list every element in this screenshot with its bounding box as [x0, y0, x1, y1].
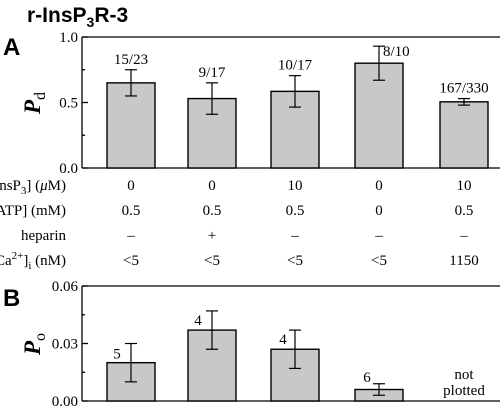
condition-row-label: [InsP3] (μM) [0, 178, 66, 197]
condition-value: 1150 [449, 253, 478, 269]
panel-a-y-axis-label: Pd [20, 92, 49, 115]
condition-value: 0.5 [286, 203, 305, 219]
condition-value: <5 [123, 253, 139, 269]
conditions-table: [InsP3] (μM) [ATP] (mM) heparin [Ca2+]i (nM… [0, 178, 479, 272]
not-plotted-line-1: not [454, 367, 474, 383]
panel-label-a: A [3, 34, 20, 61]
figure-title: r-InsP3R-3 [27, 4, 128, 30]
bar-count-label: 4 [194, 313, 202, 329]
condition-value: <5 [371, 253, 387, 269]
bar-count-label: 6 [363, 370, 371, 386]
condition-value: – [290, 228, 299, 244]
y-tick-label: 0.5 [59, 96, 78, 112]
bar-count-label: 4 [279, 332, 287, 348]
y-tick-label: 0.03 [52, 337, 78, 353]
y-tick-label: 0.00 [52, 394, 78, 407]
condition-value: – [126, 228, 135, 244]
condition-value: 0.5 [203, 203, 222, 219]
not-plotted-line-2: plotted [443, 383, 485, 399]
condition-value: 10 [288, 178, 303, 194]
y-axis-label: Pd [20, 92, 49, 115]
y-axis-label: Po [20, 333, 49, 356]
condition-value: <5 [204, 253, 220, 269]
condition-value: 0 [375, 203, 383, 219]
bar-count-label: 10/17 [278, 58, 313, 74]
panel-label-b: B [3, 285, 20, 312]
condition-value: 0.5 [122, 203, 141, 219]
bar [106, 82, 156, 169]
y-tick-label: 0.0 [59, 161, 78, 177]
condition-value: 0.5 [455, 203, 474, 219]
condition-value: 0 [127, 178, 135, 194]
condition-value: <5 [287, 253, 303, 269]
bar-count-label: 15/23 [114, 52, 148, 68]
panel-b-bars: 5 4 4 6 [106, 310, 404, 402]
panel-b-y-axis-label: Po [20, 333, 49, 356]
condition-value: 10 [457, 178, 472, 194]
condition-value: 0 [208, 178, 216, 194]
panel-a-bars: 15/23 9/17 10/17 8/10 167/330 [106, 44, 489, 169]
y-tick-label: 0.06 [52, 279, 79, 295]
bar [439, 101, 489, 169]
condition-value: – [459, 228, 468, 244]
bar-count-label: 5 [113, 347, 121, 363]
y-tick-label: 1.0 [59, 30, 78, 46]
bar-count-label: 8/10 [383, 44, 410, 60]
bar-count-label: 9/17 [199, 65, 226, 81]
condition-row-label: [Ca2+]i (nM) [0, 250, 66, 272]
panel-a-y-ticks: 0.0 0.5 1.0 [59, 30, 88, 177]
condition-value: 0 [375, 178, 383, 194]
condition-row-label: [ATP] (mM) [0, 203, 66, 219]
bar-count-label: 167/330 [439, 81, 488, 97]
panel-a-chart: Pd 0.0 0.5 1.0 15/23 9/17 10/17 8/10 167/330 [20, 30, 500, 177]
condition-row-label: heparin [21, 228, 66, 244]
panel-b-y-ticks: 0.00 0.03 0.06 [52, 279, 88, 407]
condition-value: – [374, 228, 383, 244]
condition-value: + [208, 228, 216, 244]
